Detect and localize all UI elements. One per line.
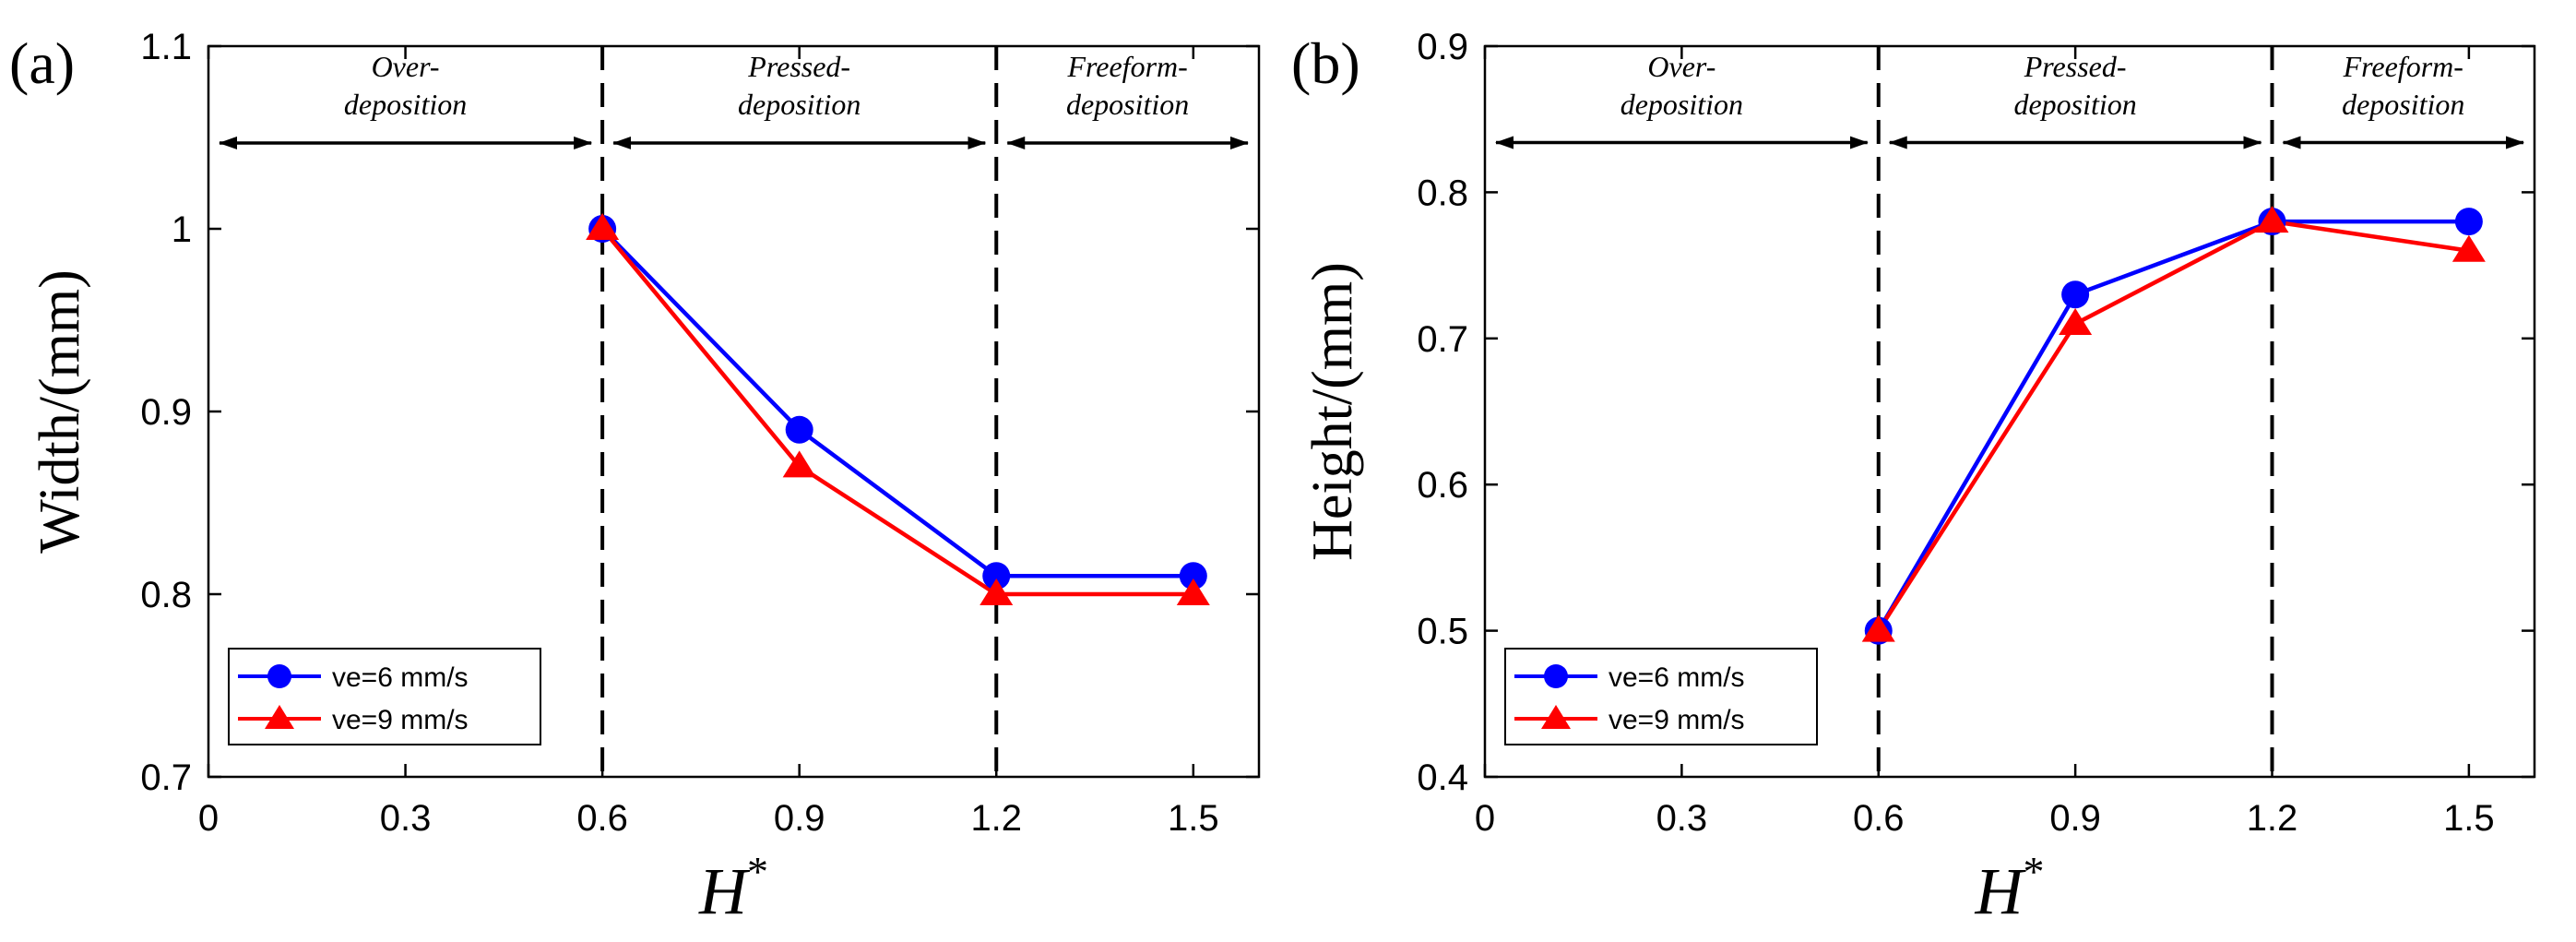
x-axis-label: H* <box>698 848 768 928</box>
region-label-line1: Over- <box>372 50 440 83</box>
y-axis-label: Width/(mm) <box>29 269 91 553</box>
series-line <box>600 227 1193 578</box>
data-point <box>982 562 1011 590</box>
x-tick-label: 1.5 <box>2443 798 2495 839</box>
data-point <box>979 578 1014 605</box>
data-point <box>782 450 816 478</box>
y-tick-label: 0.7 <box>140 757 192 798</box>
data-point <box>1179 562 1207 590</box>
series-line <box>600 227 1193 597</box>
plot-frame <box>1483 44 2536 779</box>
region-label-line1: Pressed- <box>2024 50 2127 83</box>
panel-label: (a) <box>9 30 75 96</box>
x-axis-label-main: H <box>698 854 751 928</box>
legend-entry: ve=6 mm/s <box>1609 662 1745 693</box>
region-label-line2: deposition <box>2013 88 2136 121</box>
x-tick-label: 1.2 <box>970 798 1022 839</box>
data-point <box>2059 307 2093 335</box>
data-point <box>785 415 813 444</box>
legend-entry: ve=6 mm/s <box>332 662 469 693</box>
y-tick-label: 0.5 <box>1417 612 1468 652</box>
chart-panel-b: (b)0 0.3 0.6 0.9 1.2 1.50.40.50.60.70.80.9H*H… <box>1291 27 2536 928</box>
series-line <box>1876 219 2469 632</box>
chart-panel-a: (a) 0 0.3 0.6 0.9 1.2 1.5 0.7 0.8 0.9 1 1.1 H* Width/… <box>9 27 1261 928</box>
x-tick-label: 0 <box>198 798 219 839</box>
legend: ve=6 mm/s ve=9 mm/s <box>228 648 541 745</box>
region-label-line1: Pressed- <box>747 50 850 83</box>
x-tick-label: 0.3 <box>380 798 432 839</box>
region-label-line1: Over- <box>1647 50 1715 83</box>
x-tick-label: 0.9 <box>774 798 825 839</box>
x-tick-label: 0.6 <box>576 798 628 839</box>
y-tick-label: 0.9 <box>1417 27 1468 67</box>
data-point <box>586 213 620 240</box>
y-axis-label: Height/(mm) <box>1301 262 1364 561</box>
y-tick-label: 1 <box>172 209 192 250</box>
legend-marker <box>265 705 294 729</box>
series-line <box>1876 219 2470 632</box>
data-point <box>2454 208 2483 236</box>
x-axis-label-superscript: * <box>747 848 768 895</box>
x-axis-label-superscript: * <box>2024 848 2045 895</box>
region-label-line2: deposition <box>2342 88 2464 121</box>
y-tick-label: 0.8 <box>140 575 192 615</box>
x-tick-label: 0.6 <box>1853 798 1905 839</box>
region-label-line2: deposition <box>738 88 861 121</box>
legend-entry: ve=9 mm/s <box>1609 705 1745 735</box>
x-tick-label: 1.5 <box>1168 798 1219 839</box>
legend: ve=6 mm/s ve=9 mm/s <box>1504 648 1818 745</box>
region-label-line2: deposition <box>344 88 467 121</box>
data-point <box>2255 206 2289 233</box>
data-point <box>2061 280 2090 309</box>
panel-label: (b) <box>1291 30 1360 96</box>
y-tick-label: 1.1 <box>140 27 192 67</box>
data-point <box>1176 578 1210 605</box>
legend-marker <box>1541 705 1571 729</box>
y-tick-label: 0.9 <box>140 392 192 433</box>
y-tick-label: 0.4 <box>1417 757 1468 798</box>
x-tick-label: 0.9 <box>2049 798 2101 839</box>
x-tick-label: 1.2 <box>2247 798 2298 839</box>
y-tick-label: 0.7 <box>1417 319 1468 360</box>
data-point <box>2451 234 2486 262</box>
x-tick-label: 0 <box>1475 798 1495 839</box>
region-label-line2: deposition <box>1066 88 1189 121</box>
x-axis-label: H* <box>1975 848 2045 928</box>
y-tick-label: 0.8 <box>1417 173 1468 213</box>
region-label-line2: deposition <box>1620 88 1743 121</box>
x-axis-label-main: H <box>1975 854 2027 928</box>
region-label-line1: Freeform- <box>2343 50 2463 83</box>
legend-entry: ve=9 mm/s <box>332 705 469 735</box>
data-point <box>1861 614 1895 642</box>
legend-marker <box>267 664 291 688</box>
y-tick-label: 0.6 <box>1417 465 1468 506</box>
legend-marker <box>1544 664 1568 688</box>
x-tick-label: 0.3 <box>1656 798 1708 839</box>
region-label-line1: Freeform- <box>1066 50 1187 83</box>
